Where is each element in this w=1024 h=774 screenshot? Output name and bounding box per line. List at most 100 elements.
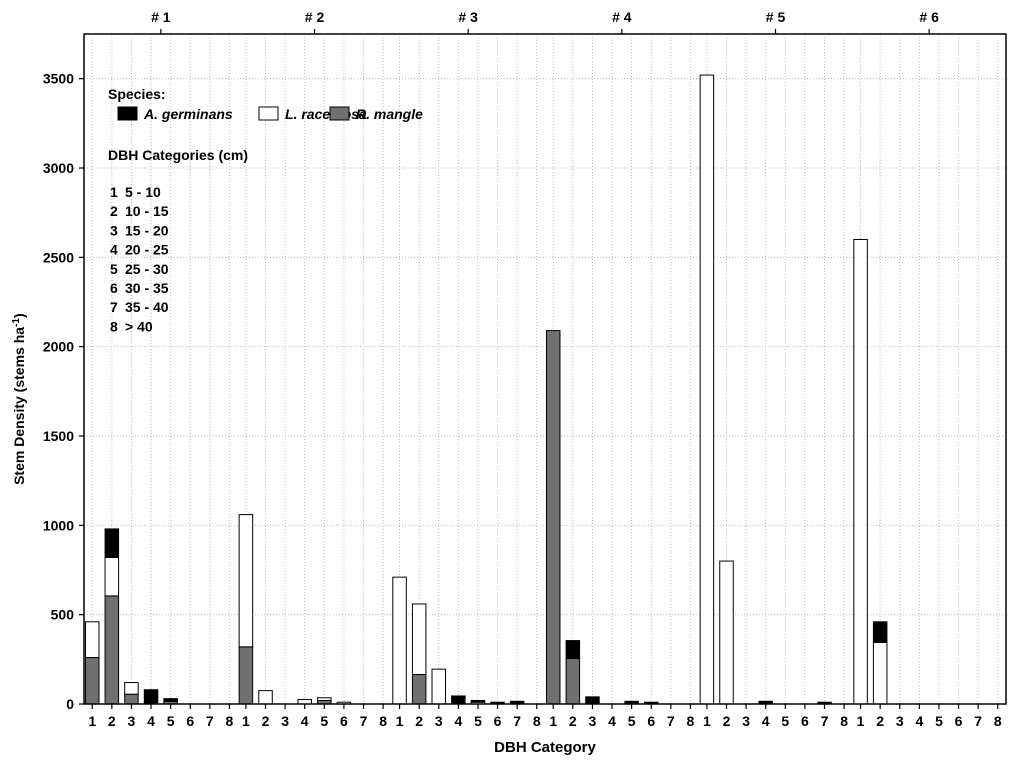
x-tick-label: 6 xyxy=(647,713,655,729)
bar-agerminans xyxy=(143,689,159,705)
dbh-item-number: 1 xyxy=(110,184,118,200)
dbh-item-range: 35 - 40 xyxy=(125,299,169,315)
y-axis-title: Stem Density (stems ha-1) xyxy=(11,313,28,485)
panel-label: # 5 xyxy=(766,9,786,25)
x-tick-label: 5 xyxy=(628,713,636,729)
bar-agerminans xyxy=(451,695,466,705)
dbh-item-range: 30 - 35 xyxy=(125,280,169,296)
y-tick-label: 0 xyxy=(66,696,74,712)
dbh-item-number: 6 xyxy=(110,280,118,296)
x-tick-label: 8 xyxy=(840,713,848,729)
y-axis-title-main: Stem Density (stems ha xyxy=(11,327,27,485)
dbh-item-number: 7 xyxy=(110,299,118,315)
y-tick-label: 2500 xyxy=(43,249,74,265)
panel-label: # 1 xyxy=(151,9,171,25)
y-tick-label: 2000 xyxy=(43,339,74,355)
bar-rmangle xyxy=(411,674,427,705)
panel-label: # 3 xyxy=(458,9,478,25)
legend-label: R. mangle xyxy=(356,106,423,122)
plot-frame xyxy=(83,33,1007,705)
legend-label: A. germinans xyxy=(143,106,233,122)
bar-rmangle xyxy=(238,646,254,705)
dbh-item-range: 10 - 15 xyxy=(125,203,169,219)
x-tick-label: 8 xyxy=(687,713,695,729)
x-tick-label: 6 xyxy=(186,713,194,729)
legend-swatch xyxy=(329,106,350,121)
x-tick-label: 1 xyxy=(549,713,557,729)
dbh-item-number: 2 xyxy=(110,203,118,219)
y-axis: 0 500 1000 1500 2000 2500 3000 3500 xyxy=(43,71,84,712)
x-tick-label: 6 xyxy=(955,713,963,729)
bar-lracemosa xyxy=(872,641,888,705)
panel-label: # 4 xyxy=(612,9,632,25)
x-tick-label: 3 xyxy=(896,713,904,729)
x-tick-label: 4 xyxy=(608,713,616,729)
bar-rmangle xyxy=(84,657,100,705)
bar-lracemosa xyxy=(392,576,407,705)
bar-rmangle xyxy=(124,693,139,705)
x-tick-label: 8 xyxy=(533,713,541,729)
bar-agerminans xyxy=(104,528,120,558)
dbh-item-range: 5 - 10 xyxy=(125,184,161,200)
x-tick-label: 5 xyxy=(167,713,175,729)
x-tick-label: 8 xyxy=(379,713,387,729)
x-tick-label: 1 xyxy=(242,713,250,729)
bar-lracemosa xyxy=(431,668,447,705)
x-tick-label: 3 xyxy=(281,713,289,729)
bar-lracemosa xyxy=(124,682,139,695)
bar-lracemosa xyxy=(238,514,254,648)
x-tick-label: 8 xyxy=(994,713,1002,729)
y-tick-label: 1500 xyxy=(43,428,74,444)
x-tick-label: 6 xyxy=(494,713,502,729)
dbh-item-number: 4 xyxy=(110,242,118,258)
dbh-item-number: 3 xyxy=(110,222,118,238)
y-tick-label: 500 xyxy=(51,607,75,623)
bar-rmangle xyxy=(565,657,581,705)
legend-label: L. racemosa xyxy=(285,106,367,122)
x-tick-label: 5 xyxy=(935,713,943,729)
dbh-item-number: 5 xyxy=(110,261,118,277)
bar-rmangle xyxy=(545,330,561,705)
bar-lracemosa xyxy=(84,621,100,659)
x-tick-label: 2 xyxy=(415,713,423,729)
gridlines xyxy=(84,34,1006,704)
bar-lracemosa xyxy=(411,603,427,676)
y-tick-label: 3000 xyxy=(43,160,74,176)
x-tick-label: 7 xyxy=(513,713,521,729)
x-tick-label: 3 xyxy=(589,713,597,729)
x-tick-label: 3 xyxy=(435,713,443,729)
legend-swatch xyxy=(258,106,279,121)
x-tick-label: 1 xyxy=(857,713,865,729)
bar-lracemosa xyxy=(853,238,868,705)
y-tick-label: 1000 xyxy=(43,517,74,533)
y-axis-title-end: ) xyxy=(11,313,27,318)
x-axis-title: DBH Category xyxy=(494,739,596,756)
legend-species-title: Species: xyxy=(108,86,166,102)
x-tick-label: 2 xyxy=(569,713,577,729)
panel-label: # 6 xyxy=(919,9,939,25)
x-tick-label: 4 xyxy=(915,713,923,729)
x-tick-label: 1 xyxy=(396,713,404,729)
x-tick-label: 7 xyxy=(974,713,982,729)
x-tick-label: 1 xyxy=(88,713,96,729)
x-tick-label: 4 xyxy=(454,713,462,729)
x-tick-label: 7 xyxy=(206,713,214,729)
x-tick-label: 3 xyxy=(128,713,136,729)
x-tick-label: 2 xyxy=(108,713,116,729)
x-tick-label: 6 xyxy=(340,713,348,729)
dbh-item-range: > 40 xyxy=(125,318,153,334)
y-axis-title-sup: -1 xyxy=(11,318,22,327)
x-tick-label: 6 xyxy=(801,713,809,729)
x-tick-label: 4 xyxy=(147,713,155,729)
x-tick-label: 7 xyxy=(821,713,829,729)
x-tick-label: 4 xyxy=(762,713,770,729)
y-tick-label: 3500 xyxy=(43,71,74,87)
x-tick-label: 3 xyxy=(742,713,750,729)
dbh-item-range: 20 - 25 xyxy=(125,242,169,258)
bar-lracemosa xyxy=(699,74,715,705)
bar-lracemosa xyxy=(258,690,273,705)
x-tick-label: 2 xyxy=(876,713,884,729)
